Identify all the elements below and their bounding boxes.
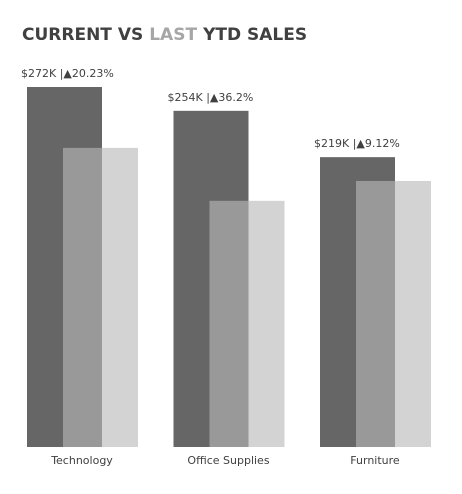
x-tick-label: Technology [50,454,113,467]
bar-part [248,200,285,447]
bar [63,147,138,447]
data-label: $219K |▲9.12% [314,137,400,150]
data-label: $272K |▲20.23% [21,67,114,80]
data-label: $254K |▲36.2% [168,91,254,104]
title-part: LAST [149,25,197,45]
title-part: YTD SALES [202,25,307,45]
x-tick-label: Office Supplies [187,454,269,467]
bar-part [63,147,102,447]
bar-part [209,200,249,447]
title-part: CURRENT VS [22,25,143,45]
bar [209,200,285,447]
bar-part [102,147,138,447]
bar [356,180,431,447]
bar-part [356,180,395,447]
bar-part [395,180,431,447]
chart-title: CURRENT VS LAST YTD SALES [22,25,307,45]
x-tick-label: Furniture [350,454,400,467]
